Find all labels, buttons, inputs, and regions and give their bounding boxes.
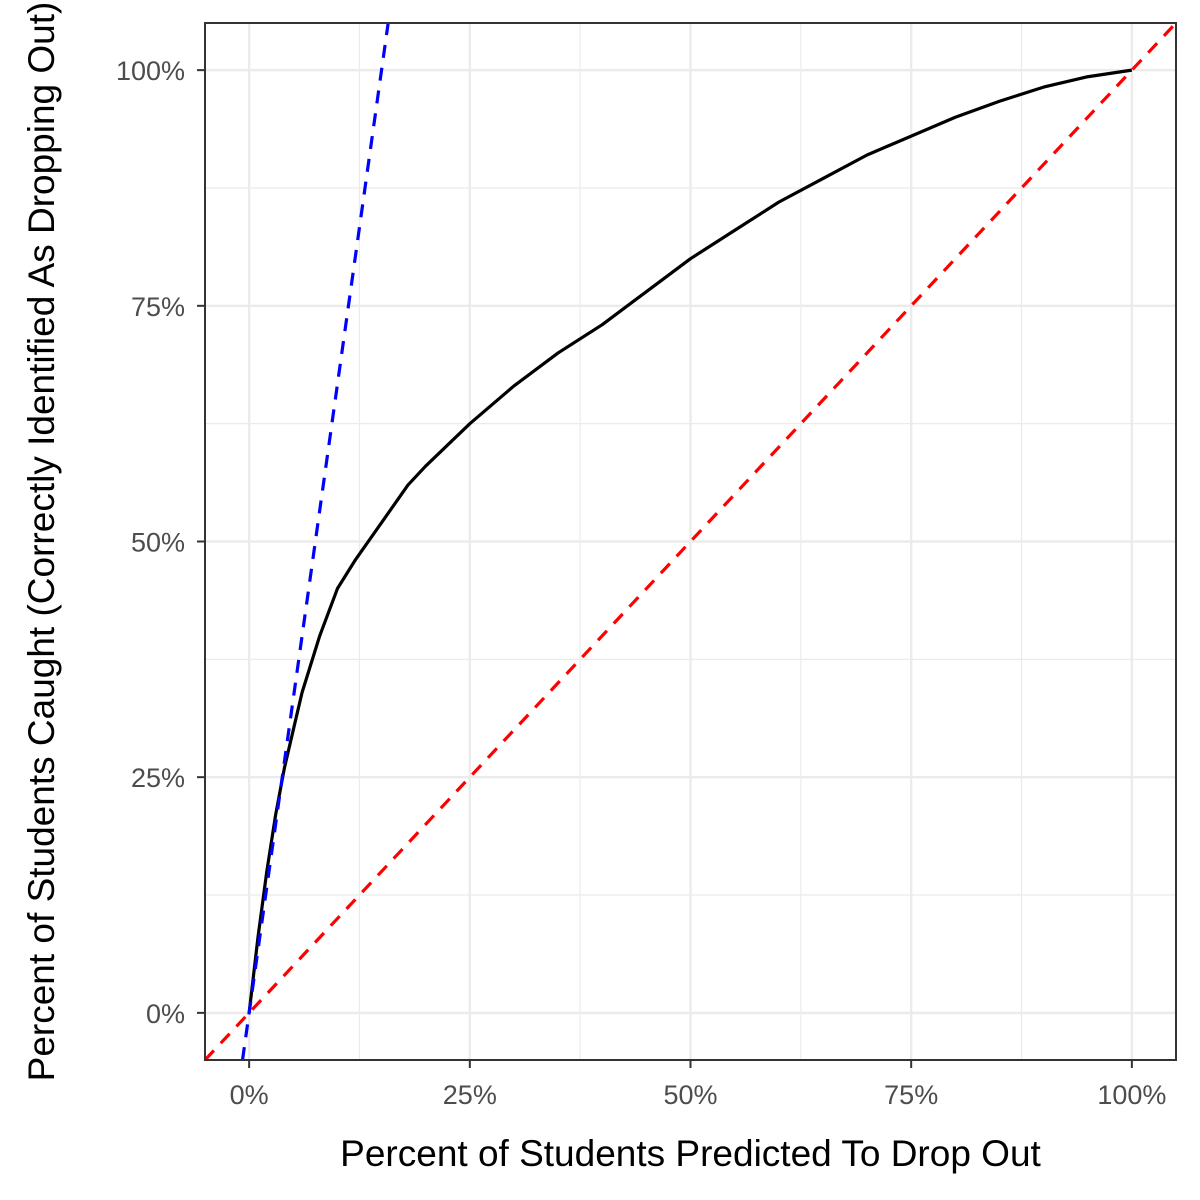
x-tick-label: 50% [663,1080,717,1110]
series-line-1 [247,68,1133,1014]
x-axis-title: Percent of Students Predicted To Drop Ou… [340,1133,1041,1174]
y-axis-ticks: 0% 25% 50% 75% 100% [116,56,205,1029]
x-axis-ticks: 0% 25% 50% 75% 100% [230,1060,1166,1110]
x-tick-label: 75% [884,1080,938,1110]
series-line-2 [205,23,1176,1060]
y-tick-label: 75% [131,292,185,322]
x-tick-label: 0% [230,1080,269,1110]
x-tick-label: 100% [1097,1080,1166,1110]
y-tick-label: 25% [131,763,185,793]
y-tick-label: 50% [131,528,185,558]
x-tick-label: 25% [443,1080,497,1110]
y-axis-title: Percent of Students Caught (Correctly Id… [21,2,62,1082]
y-tick-label: 0% [146,999,185,1029]
y-tick-label: 100% [116,56,185,86]
series-layer [205,23,1176,1060]
